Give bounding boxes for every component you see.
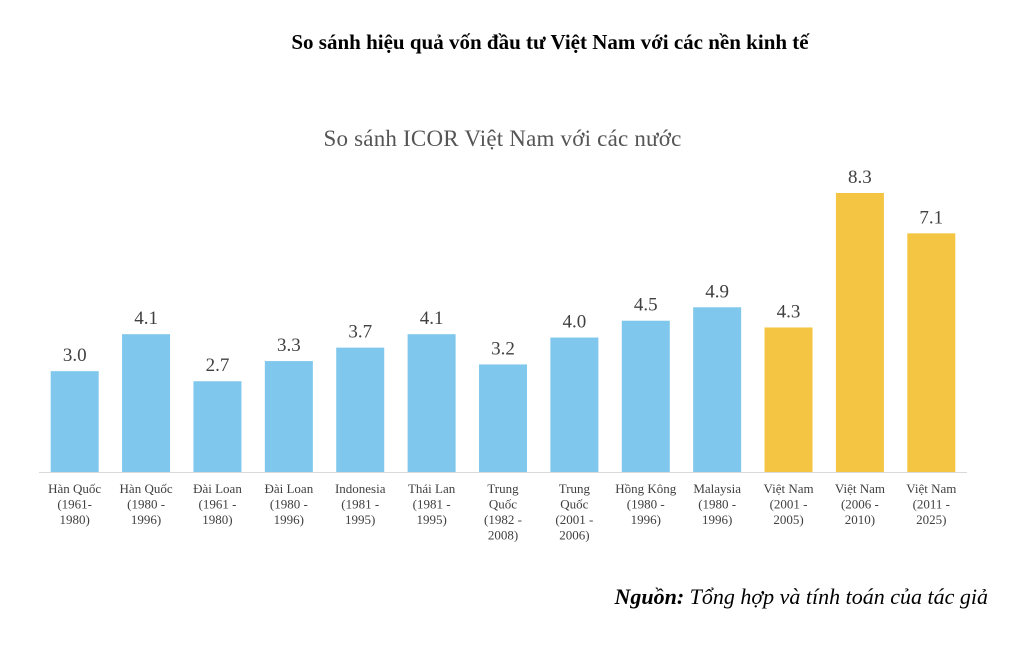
x-tick-label: Việt Nam	[906, 481, 956, 496]
x-tick-label: Hàn Quốc	[48, 481, 101, 496]
bar	[835, 193, 884, 472]
bar	[907, 233, 956, 472]
x-tick-label: (2001 -	[770, 497, 808, 512]
data-label: 7.1	[919, 207, 943, 228]
data-label: 4.5	[634, 295, 658, 316]
source-note: Nguồn: Tổng hợp và tính toán của tác giả	[614, 584, 988, 610]
data-label: 2.7	[206, 355, 230, 376]
data-label: 4.9	[705, 281, 729, 302]
x-tick-label: Indonesia	[335, 481, 386, 496]
x-tick-label: (1980 -	[698, 497, 736, 512]
chart-title: So sánh ICOR Việt Nam với các nước	[323, 126, 682, 151]
x-tick-label: (1961 -	[199, 497, 237, 512]
x-tick-label: Việt Nam	[763, 481, 813, 496]
data-label: 8.3	[848, 167, 872, 188]
x-tick-label: 1980)	[60, 512, 90, 527]
x-tick-label: 1996)	[702, 512, 732, 527]
bar	[479, 364, 527, 472]
x-tick-label: Đài Loan	[264, 481, 313, 496]
bar	[122, 334, 171, 472]
bar	[407, 334, 456, 472]
x-tick-label: 1996)	[274, 512, 304, 527]
x-tick-label: Trung	[559, 481, 591, 496]
data-label: 4.1	[420, 308, 444, 329]
data-label: 3.3	[277, 335, 301, 356]
x-tick-label: Trung	[487, 481, 519, 496]
x-tick-label: Quốc	[560, 497, 588, 512]
x-tick-label: Quốc	[489, 497, 517, 512]
source-label: Nguồn:	[614, 584, 685, 609]
x-tick-label: (1980 -	[627, 497, 665, 512]
bar	[621, 320, 670, 472]
data-label: 3.2	[491, 338, 515, 359]
x-tick-label: (2001 -	[555, 512, 593, 527]
x-tick-label: Việt Nam	[835, 481, 885, 496]
x-tick-label: Hàn Quốc	[120, 481, 173, 496]
x-tick-label: Thái Lan	[408, 481, 456, 496]
x-tick-label: Đài Loan	[193, 481, 242, 496]
x-tick-label: 1995)	[345, 512, 375, 527]
bar	[193, 381, 242, 472]
x-tick-label: (1981 -	[341, 497, 379, 512]
bar	[50, 371, 99, 472]
data-label: 4.3	[777, 301, 801, 322]
bar	[336, 347, 385, 472]
data-label: 3.7	[348, 322, 372, 343]
x-tick-label: 1995)	[416, 512, 446, 527]
data-label: 4.1	[134, 308, 158, 329]
x-tick-label: 2025)	[916, 512, 946, 527]
data-label: 3.0	[63, 345, 87, 366]
source-text: Tổng hợp và tính toán của tác giả	[689, 584, 988, 609]
page-title: So sánh hiệu quả vốn đầu tư Việt Nam với…	[291, 30, 809, 54]
x-tick-label: 2006)	[559, 528, 589, 543]
x-tick-label: (1961-	[57, 497, 92, 512]
x-tick-label: 2010)	[845, 512, 875, 527]
x-tick-label: 2008)	[488, 528, 518, 543]
x-tick-label: Hồng Kông	[615, 481, 677, 496]
x-tick-label: (2011 -	[913, 497, 950, 512]
x-tick-label: (1981 -	[413, 497, 451, 512]
x-tick-label: (2006 -	[841, 497, 879, 512]
x-tick-label: 1996)	[131, 512, 161, 527]
bar	[764, 327, 813, 472]
bar	[550, 337, 599, 472]
bar	[693, 307, 742, 472]
x-tick-label: 1980)	[202, 512, 232, 527]
x-tick-label: (1980 -	[127, 497, 165, 512]
x-tick-label: Malaysia	[693, 481, 741, 496]
data-label: 4.0	[563, 312, 587, 333]
bar	[264, 361, 313, 472]
x-tick-label: (1980 -	[270, 497, 308, 512]
x-tick-label: 2005)	[773, 512, 803, 527]
x-tick-label: 1996)	[631, 512, 661, 527]
x-tick-label: (1982 -	[484, 512, 522, 527]
